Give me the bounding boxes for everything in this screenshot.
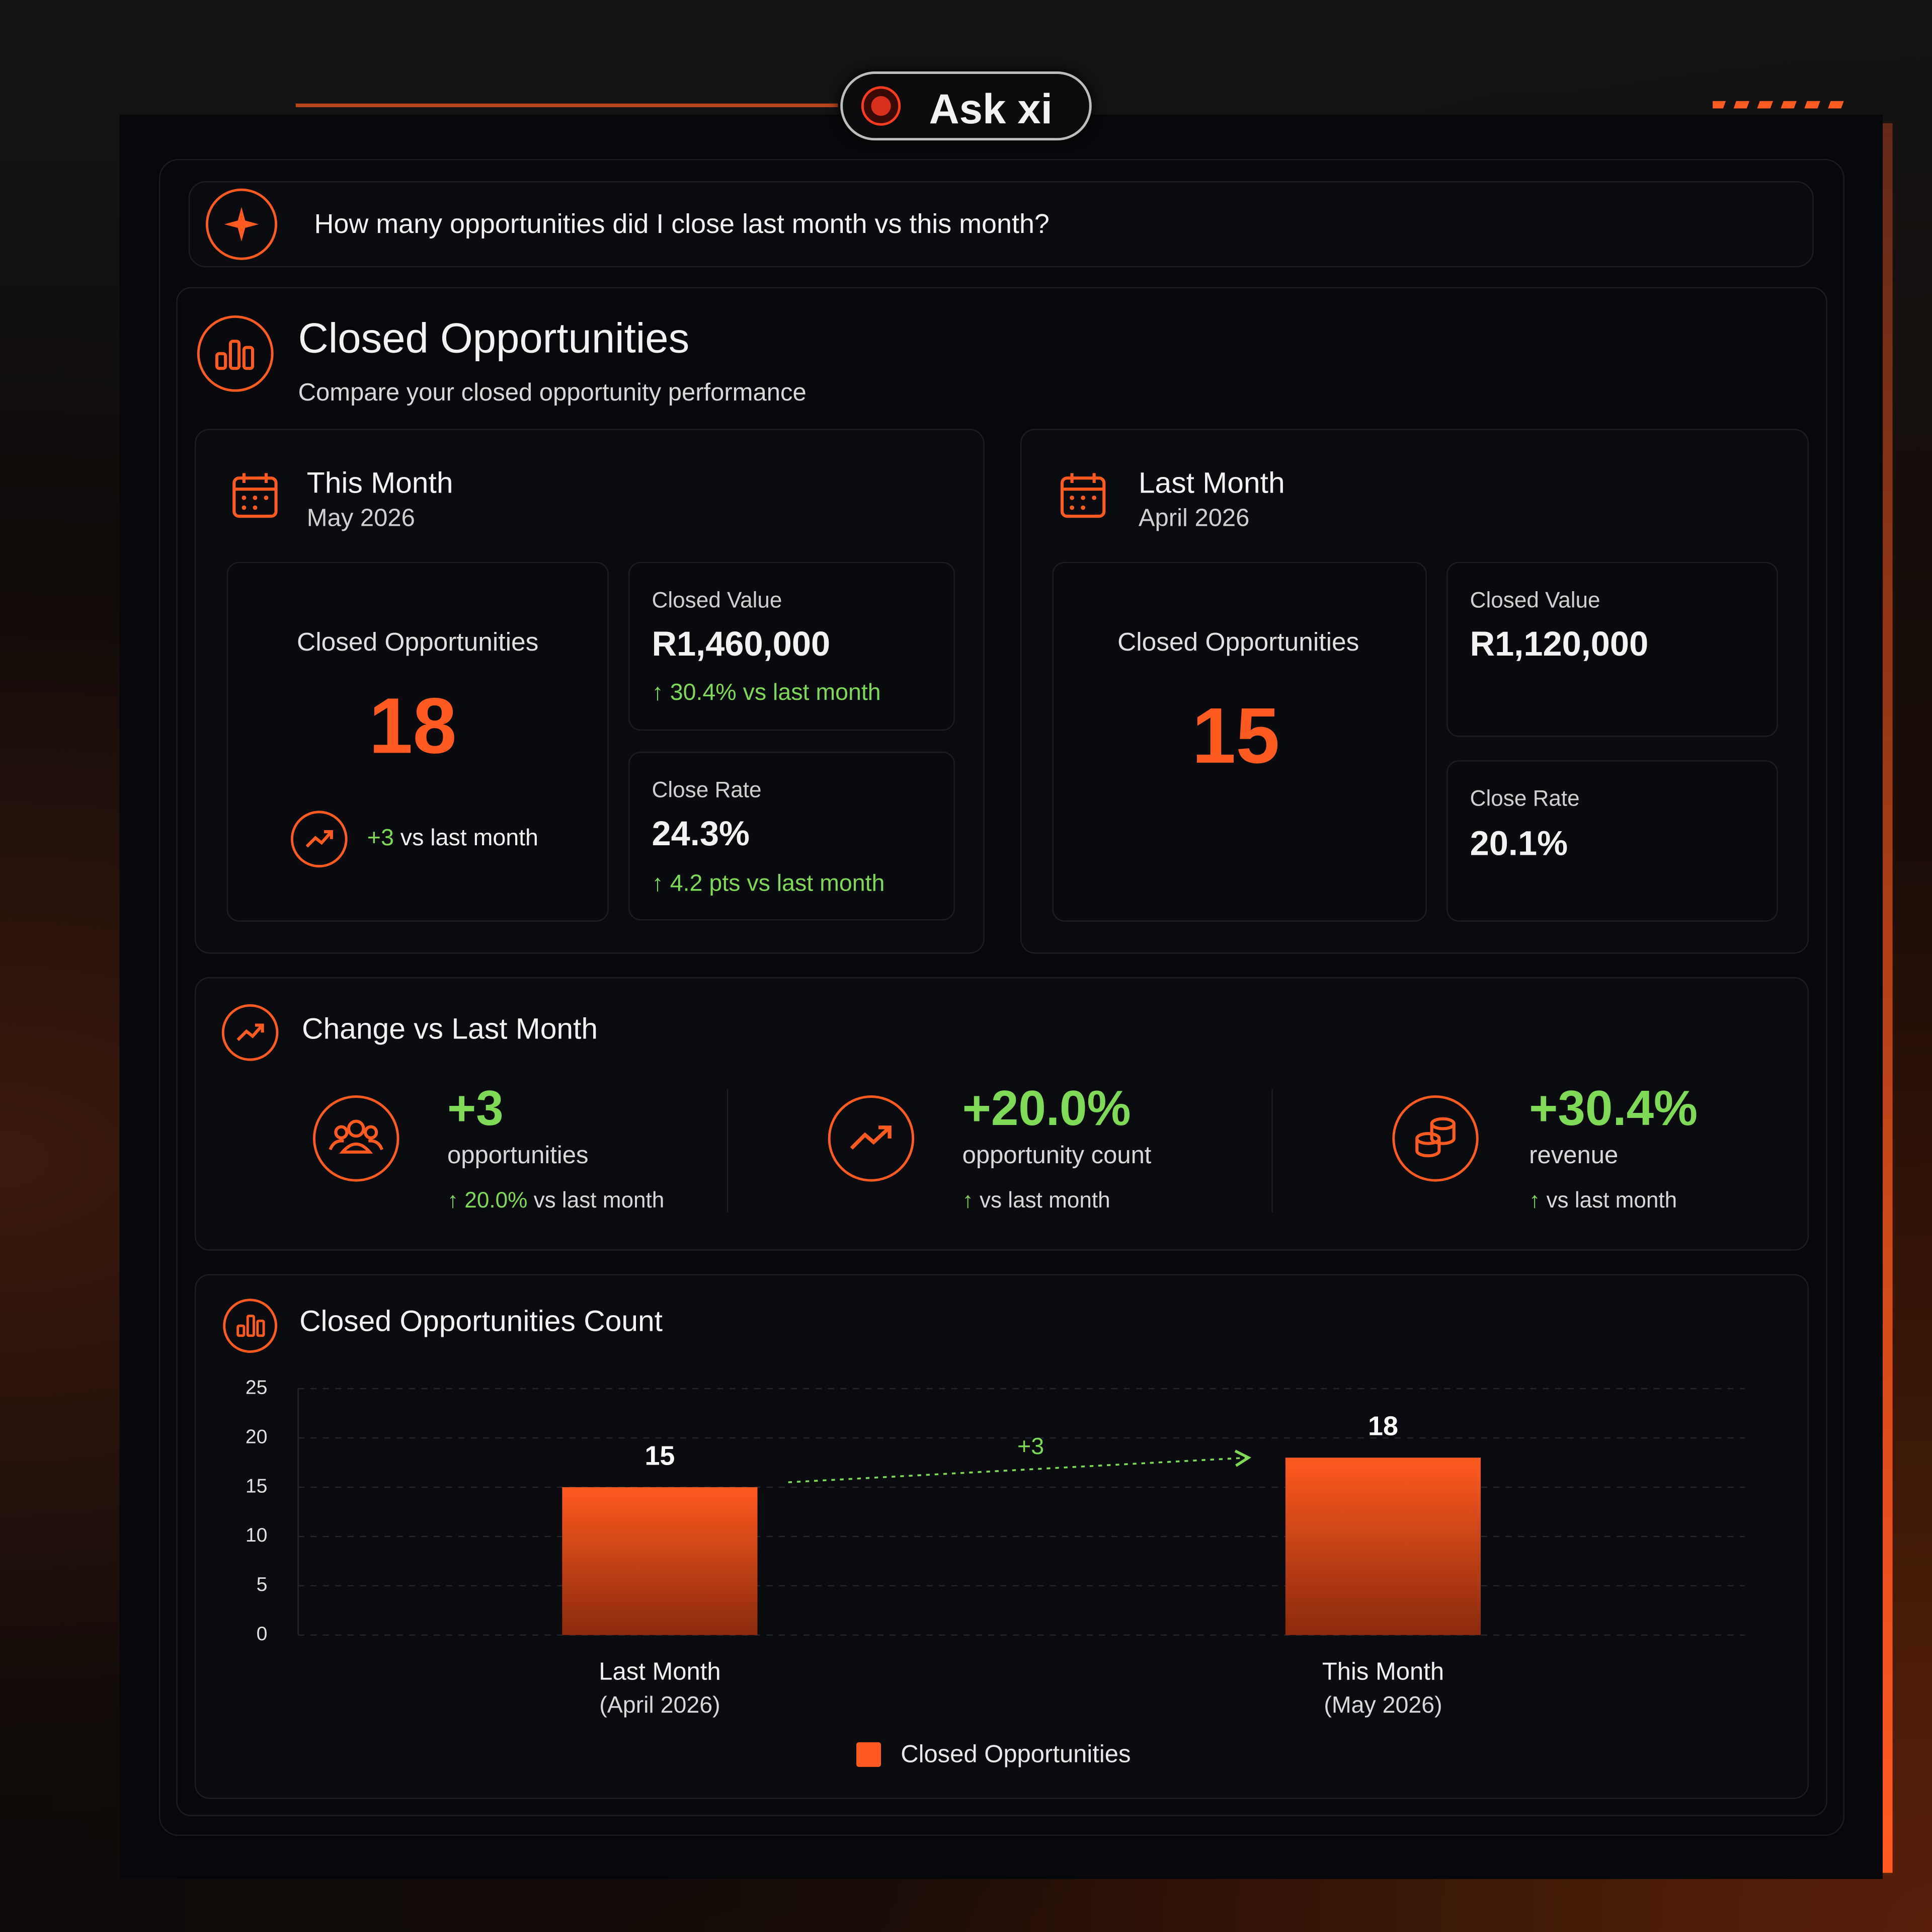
y-tick-label: 15 [246, 1475, 268, 1497]
change-annotation: +3 [1017, 1433, 1044, 1459]
period-date: May 2026 [306, 505, 415, 532]
report-subtitle: Compare your closed opportunity performa… [298, 379, 807, 407]
rate-change-text: 4.2 pts vs last month [670, 871, 885, 897]
change-arrow [788, 1450, 1251, 1483]
badge-icon [861, 86, 901, 126]
period-panel: This Month May 2026 Closed Opportunities… [194, 429, 985, 954]
rate-label: Close Rate [1470, 786, 1580, 811]
value-box: Closed Value R1,460,000 ↑ 30.4% vs last … [628, 561, 955, 731]
value-label: Closed Value [652, 588, 782, 613]
report-icon [197, 315, 274, 392]
value-change: ↑ 30.4% vs last month [652, 680, 881, 706]
x-tick-label: This Month [1322, 1658, 1444, 1685]
count-change-value: +3 [367, 825, 394, 852]
coins-icon [1392, 1095, 1479, 1182]
x-tick-sublabel: (April 2026) [599, 1692, 720, 1718]
rate-box: Close Rate 20.1% [1446, 760, 1778, 922]
people-icon [313, 1095, 399, 1182]
frame-accent [1713, 101, 1848, 109]
y-tick-label: 5 [257, 1574, 268, 1595]
report-title: Closed Opportunities [298, 315, 690, 363]
calendar-icon [232, 473, 278, 518]
bar [562, 1487, 758, 1635]
change-note-value: 20.0% [464, 1187, 528, 1213]
chart-icon-bars [236, 1315, 265, 1337]
count-box: Closed Opportunities 15 [1052, 561, 1427, 922]
frame-accent [295, 103, 838, 108]
change-value: +20.0% [962, 1082, 1131, 1136]
trend-icon [828, 1095, 915, 1182]
badge-title: Ask xi [929, 86, 1053, 133]
change-note-text: vs last month [1546, 1187, 1677, 1213]
change-note-text: vs last month [533, 1187, 665, 1213]
data-label: 18 [1368, 1411, 1398, 1441]
change-label: opportunity count [962, 1142, 1152, 1170]
legend-label: Closed Opportunities [901, 1741, 1131, 1768]
x-tick-label: Last Month [599, 1658, 720, 1685]
period-date: April 2026 [1138, 505, 1250, 532]
change-note: ↑ vs last month [1529, 1187, 1677, 1213]
change-note: ↑ 20.0% vs last month [447, 1187, 665, 1213]
assistant-badge[interactable]: Ask xi [840, 71, 1092, 141]
bar [1285, 1458, 1481, 1635]
x-tick-sublabel: (May 2026) [1324, 1692, 1442, 1718]
divider [1271, 1089, 1273, 1213]
rate-value: 24.3% [652, 814, 750, 853]
count-box: Closed Opportunities 18 +3 vs last month [226, 561, 609, 922]
question-bar: How many opportunities did I close last … [188, 181, 1814, 268]
chart-icon [223, 1299, 278, 1353]
change-title: Change vs Last Month [302, 1013, 598, 1046]
rate-value: 20.1% [1470, 824, 1568, 863]
rate-label: Close Rate [652, 777, 762, 802]
chart-panel: Closed Opportunities Count 0 5 10 15 20 25 15 1… [194, 1274, 1809, 1799]
rate-box: Close Rate 24.3% ↑ 4.2 pts vs last month [628, 751, 955, 921]
y-tick-label: 10 [246, 1524, 268, 1546]
value-box: Closed Value R1,120,000 [1446, 561, 1778, 737]
calendar-icon [1060, 473, 1106, 518]
change-label: revenue [1529, 1142, 1619, 1170]
y-tick-label: 25 [246, 1377, 268, 1398]
change-note-text: vs last month [979, 1187, 1110, 1213]
count-change-text: vs last month [400, 825, 538, 852]
trend-icon [290, 811, 348, 868]
count-change: +3 vs last month [367, 827, 538, 850]
change-label: opportunities [447, 1142, 589, 1170]
count-value: 15 [1192, 691, 1280, 780]
value-change-text: 30.4% vs last month [670, 680, 881, 706]
change-value: +30.4% [1529, 1082, 1698, 1136]
chart-title: Closed Opportunities Count [299, 1305, 663, 1338]
question-text: How many opportunities did I close last … [314, 208, 1050, 239]
change-note: ↑ vs last month [962, 1187, 1110, 1213]
chart: Closed Opportunities Count 0 5 10 15 20 25 15 1… [223, 1299, 1745, 1768]
value-amount: R1,120,000 [1470, 624, 1649, 663]
y-tick-label: 0 [257, 1623, 268, 1645]
count-label: Closed Opportunities [297, 628, 539, 657]
trend-icon [221, 1004, 279, 1061]
value-label: Closed Value [1470, 588, 1600, 613]
change-panel: Change vs Last Month +3 opportunities ↑ … [194, 977, 1809, 1251]
change-value: +3 [447, 1082, 504, 1136]
period-title: Last Month [1138, 467, 1285, 501]
divider [727, 1089, 729, 1213]
data-label: 15 [645, 1440, 675, 1471]
rate-change: ↑ 4.2 pts vs last month [652, 871, 885, 897]
y-tick-label: 20 [246, 1426, 268, 1447]
count-value: 18 [369, 681, 457, 770]
period-panel: Last Month April 2026 Closed Opportuniti… [1020, 429, 1809, 954]
value-amount: R1,460,000 [652, 624, 831, 663]
legend-swatch [856, 1742, 881, 1767]
spark-icon [205, 188, 278, 260]
count-label: Closed Opportunities [1117, 628, 1359, 657]
period-title: This Month [306, 467, 453, 501]
